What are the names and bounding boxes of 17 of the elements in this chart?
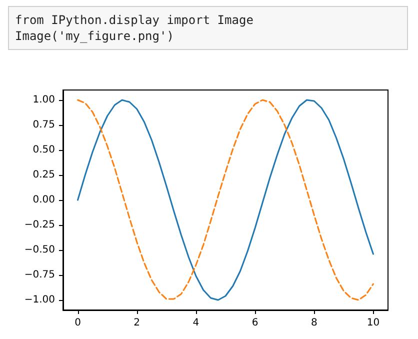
y-tick-label: 0.00 [32, 194, 55, 206]
y-tick-label: −0.25 [24, 220, 55, 230]
x-tick-label: 0 [74, 318, 81, 328]
y-tick-label: 0.50 [32, 144, 55, 156]
x-tick-label: 4 [192, 318, 200, 328]
line-series [77, 99, 374, 301]
y-tick-label: 1.00 [32, 94, 55, 106]
text: from IPython.display import Image Image('my_figure.png') [15, 12, 254, 44]
y-tick-label: 0.25 [32, 170, 55, 180]
x-tick-label: 2 [134, 318, 140, 328]
x-tick-label: 6 [252, 318, 258, 328]
x-tick-label: 10 [366, 318, 380, 328]
y-tick-label: −0.50 [24, 244, 55, 256]
y-tick-label: −0.75 [24, 270, 55, 280]
y-tick-label: 0.75 [32, 120, 55, 130]
x-tick-label: 8 [310, 318, 318, 328]
y-tick-label: −1.00 [24, 294, 55, 306]
